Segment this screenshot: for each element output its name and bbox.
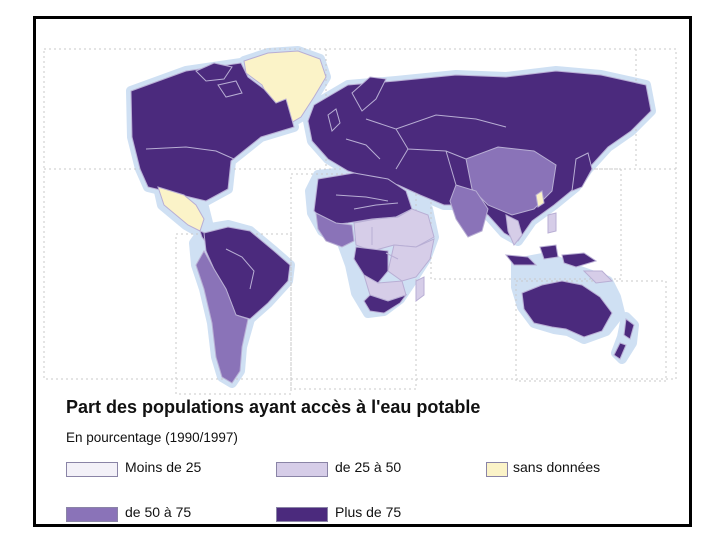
southern-africa bbox=[363, 294, 408, 314]
philippines bbox=[547, 212, 557, 234]
south-america-west bbox=[195, 249, 249, 384]
south-korea bbox=[535, 190, 545, 208]
legend-label: de 25 à 50 bbox=[335, 459, 402, 475]
scandinavia bbox=[351, 76, 387, 112]
southeast-asia bbox=[505, 214, 523, 246]
map-subtitle: En pourcentage (1990/1997) bbox=[66, 430, 238, 445]
greenland bbox=[243, 50, 327, 128]
new-zealand bbox=[613, 318, 635, 360]
indonesia bbox=[504, 244, 598, 268]
south-asia bbox=[449, 184, 489, 238]
legend-swatch bbox=[276, 462, 328, 477]
legend-swatch bbox=[486, 462, 508, 477]
west-africa bbox=[315, 212, 355, 248]
eurasia-borders bbox=[345, 114, 507, 186]
new-guinea bbox=[582, 270, 614, 284]
african-borders bbox=[335, 194, 399, 260]
australia bbox=[521, 280, 613, 338]
legend-swatch bbox=[66, 462, 118, 477]
madagascar bbox=[415, 276, 425, 302]
legend-label: sans données bbox=[513, 459, 601, 475]
legend-label: de 50 à 75 bbox=[125, 504, 192, 520]
legend-swatch bbox=[66, 507, 118, 522]
legend-label: Plus de 75 bbox=[335, 504, 402, 520]
map-frame: Part des populations ayant accès à l'eau… bbox=[33, 16, 692, 527]
legend-label: Moins de 25 bbox=[125, 459, 202, 475]
map-title: Part des populations ayant accès à l'eau… bbox=[66, 397, 481, 417]
north-america bbox=[130, 62, 295, 202]
japan bbox=[571, 152, 593, 192]
arctic-islands bbox=[195, 62, 243, 98]
world-map bbox=[43, 46, 677, 395]
canada-us-border bbox=[145, 146, 235, 160]
brazil-border bbox=[225, 248, 255, 290]
legend-swatch bbox=[276, 507, 328, 522]
east-africa bbox=[387, 238, 435, 282]
uk bbox=[327, 108, 341, 132]
